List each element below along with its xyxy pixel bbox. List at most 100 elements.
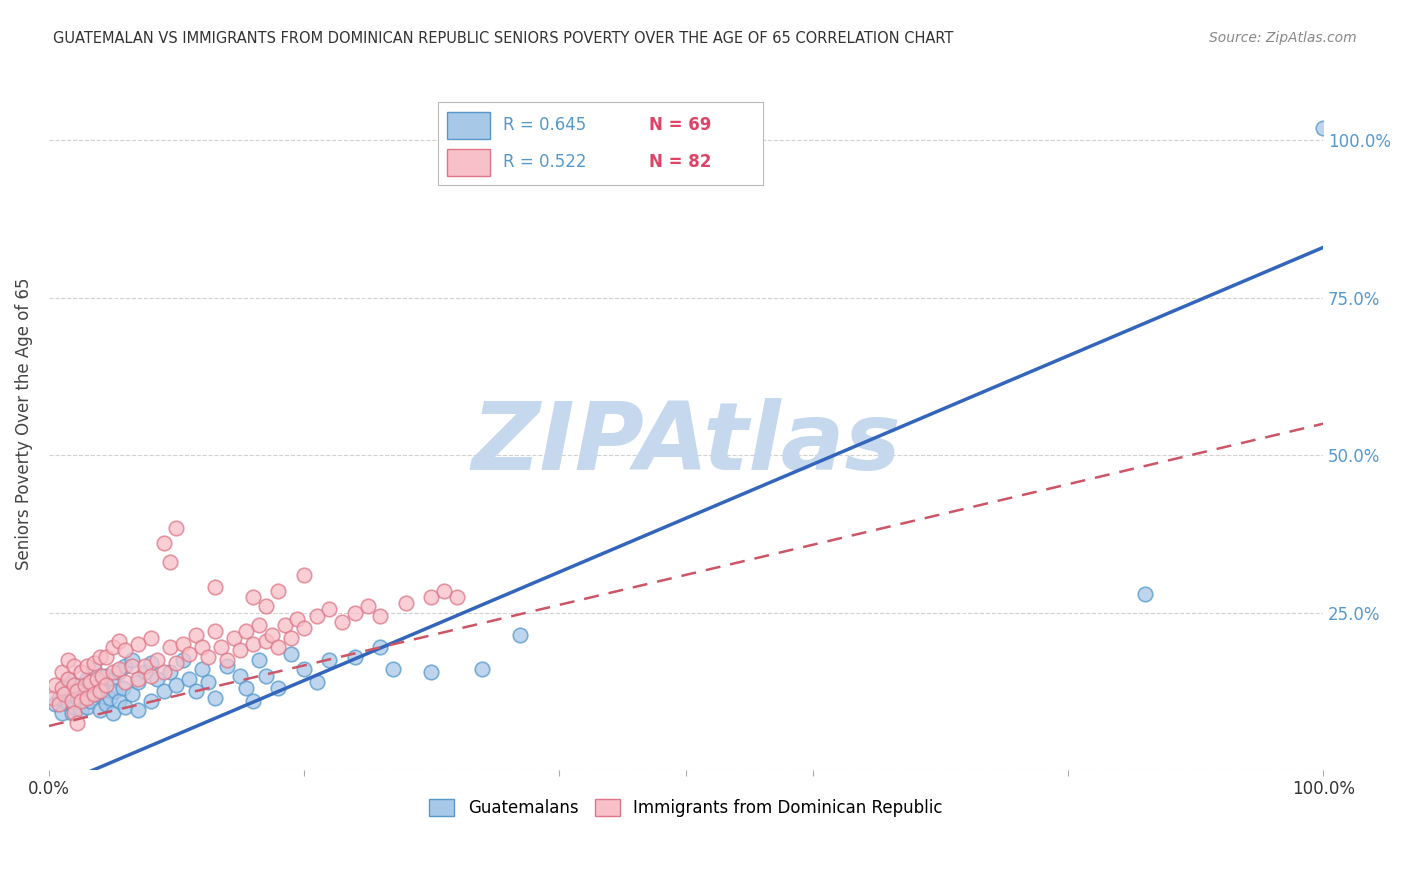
Point	[330, 615, 353, 629]
Point	[69, 678, 91, 692]
Point	[209, 640, 232, 655]
Point	[121, 688, 143, 702]
Point	[134, 665, 156, 680]
Point	[280, 631, 302, 645]
Point	[139, 656, 162, 670]
Point	[197, 649, 219, 664]
Point	[56, 672, 79, 686]
Point	[60, 706, 83, 721]
Point	[254, 599, 277, 614]
Point	[433, 583, 456, 598]
Point	[89, 703, 111, 717]
Point	[305, 608, 328, 623]
Point	[79, 694, 101, 708]
Point	[101, 665, 124, 680]
Point	[101, 706, 124, 721]
Point	[318, 602, 340, 616]
Point	[96, 668, 118, 682]
Point	[165, 678, 187, 692]
Point	[287, 612, 309, 626]
Point	[66, 690, 89, 705]
Point	[91, 668, 114, 682]
Point	[197, 674, 219, 689]
Point	[98, 690, 121, 705]
Point	[292, 662, 315, 676]
Point	[56, 697, 79, 711]
Point	[159, 665, 181, 680]
Y-axis label: Seniors Poverty Over the Age of 65: Seniors Poverty Over the Age of 65	[15, 277, 32, 570]
Point	[159, 555, 181, 569]
Point	[184, 627, 207, 641]
Point	[79, 674, 101, 689]
Point	[1133, 587, 1156, 601]
Point	[96, 697, 118, 711]
Point	[267, 640, 290, 655]
Point	[260, 627, 283, 641]
Point	[152, 665, 174, 680]
Point	[56, 653, 79, 667]
Point	[76, 672, 98, 686]
Point	[368, 608, 391, 623]
Point	[242, 637, 264, 651]
Point	[217, 653, 239, 667]
Point	[76, 690, 98, 705]
Point	[121, 653, 143, 667]
Point	[280, 647, 302, 661]
Point	[254, 668, 277, 682]
Point	[204, 581, 226, 595]
Point	[63, 678, 86, 692]
Point	[114, 659, 136, 673]
Point	[217, 659, 239, 673]
Point	[63, 706, 86, 721]
Point	[60, 694, 83, 708]
Point	[152, 536, 174, 550]
Text: GUATEMALAN VS IMMIGRANTS FROM DOMINICAN REPUBLIC SENIORS POVERTY OVER THE AGE OF: GUATEMALAN VS IMMIGRANTS FROM DOMINICAN …	[53, 31, 953, 46]
Point	[66, 684, 89, 698]
Point	[66, 715, 89, 730]
Point	[63, 700, 86, 714]
Point	[86, 688, 108, 702]
Point	[51, 665, 73, 680]
Point	[96, 649, 118, 664]
Point	[204, 624, 226, 639]
Point	[114, 643, 136, 657]
Point	[292, 567, 315, 582]
Point	[63, 681, 86, 695]
Point	[395, 596, 418, 610]
Point	[172, 653, 194, 667]
Point	[101, 672, 124, 686]
Point	[108, 634, 131, 648]
Point	[44, 678, 66, 692]
Point	[179, 672, 201, 686]
Point	[69, 703, 91, 717]
Point	[127, 672, 149, 686]
Point	[56, 672, 79, 686]
Point	[318, 653, 340, 667]
Point	[69, 694, 91, 708]
Point	[86, 672, 108, 686]
Point	[267, 583, 290, 598]
Point	[146, 653, 169, 667]
Point	[242, 694, 264, 708]
Point	[127, 703, 149, 717]
Point	[73, 678, 96, 692]
Point	[229, 668, 252, 682]
Point	[91, 684, 114, 698]
Point	[273, 618, 295, 632]
Point	[305, 674, 328, 689]
Point	[83, 662, 105, 676]
Point	[76, 700, 98, 714]
Point	[356, 599, 378, 614]
Point	[121, 659, 143, 673]
Point	[254, 634, 277, 648]
Point	[101, 640, 124, 655]
Text: Source: ZipAtlas.com: Source: ZipAtlas.com	[1209, 31, 1357, 45]
Point	[159, 640, 181, 655]
Point	[134, 659, 156, 673]
Point	[108, 694, 131, 708]
Point	[242, 590, 264, 604]
Point	[509, 627, 531, 641]
Point	[51, 681, 73, 695]
Point	[165, 520, 187, 534]
Point	[204, 690, 226, 705]
